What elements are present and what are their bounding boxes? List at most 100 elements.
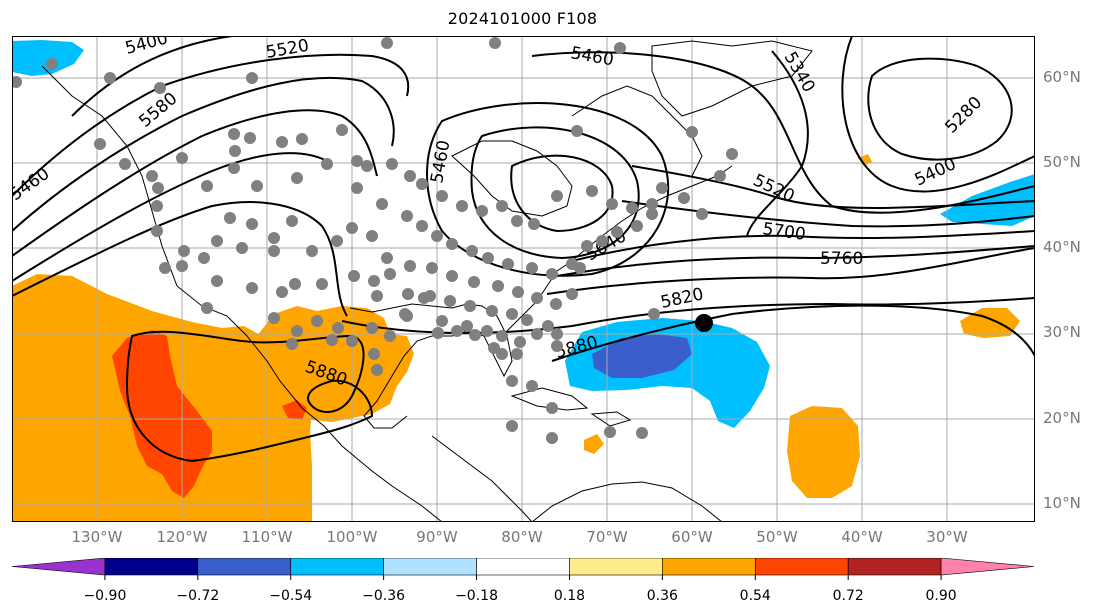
strong-negative-anomaly-atlantic	[592, 334, 692, 378]
colorbar-segment	[847, 558, 942, 576]
station-marker	[291, 172, 303, 184]
station-marker	[586, 185, 598, 197]
lat-label: 30°N	[1043, 323, 1081, 341]
station-marker	[306, 245, 318, 257]
station-marker	[446, 238, 458, 250]
station-marker	[201, 302, 213, 314]
station-marker	[229, 145, 241, 157]
colorbar-tick-label: 0.54	[740, 588, 771, 604]
station-marker	[431, 230, 443, 242]
contour-5880-atlantic	[551, 304, 1035, 362]
station-marker	[211, 235, 223, 247]
station-marker	[496, 200, 508, 212]
station-marker	[361, 160, 373, 172]
station-marker	[496, 348, 508, 360]
station-marker	[482, 252, 494, 264]
station-marker	[336, 124, 348, 136]
contour-5280	[867, 57, 1013, 161]
hispaniola	[590, 411, 632, 427]
lon-label: 50°W	[756, 528, 798, 546]
lon-label: 40°W	[841, 528, 883, 546]
station-marker	[531, 328, 543, 340]
station-marker	[581, 240, 593, 252]
contour-label: 5580	[135, 89, 181, 132]
station-marker	[151, 225, 163, 237]
colorbar-segment	[754, 558, 849, 576]
station-marker	[268, 312, 280, 324]
lon-label: 90°W	[416, 528, 458, 546]
station-marker	[686, 126, 698, 138]
station-marker	[611, 226, 623, 238]
colorbar-segment	[662, 558, 756, 576]
station-marker	[606, 198, 618, 210]
station-marker	[401, 310, 413, 322]
station-marker	[159, 262, 171, 274]
contour-5700-west	[12, 201, 348, 317]
station-marker	[646, 198, 658, 210]
station-marker	[469, 329, 481, 341]
station-marker	[696, 208, 708, 220]
cuba	[510, 387, 589, 411]
station-marker	[571, 125, 583, 137]
station-marker	[502, 258, 514, 270]
station-marker	[531, 292, 543, 304]
station-marker	[404, 170, 416, 182]
closed-low-outer	[426, 102, 670, 277]
station-marker	[466, 245, 478, 257]
station-marker	[176, 152, 188, 164]
contour-5400-east	[841, 36, 1035, 193]
lon-label: 130°W	[71, 528, 123, 546]
station-marker	[178, 245, 190, 257]
station-markers	[12, 37, 738, 444]
lon-label: 120°W	[156, 528, 208, 546]
colorbar-segment	[104, 558, 199, 576]
contour-label: 5760	[820, 249, 863, 269]
station-marker	[506, 308, 518, 320]
height-contours	[12, 36, 1035, 463]
station-marker	[546, 432, 558, 444]
station-marker	[416, 220, 428, 232]
north-america-west-coast	[41, 65, 443, 522]
station-marker	[286, 215, 298, 227]
station-marker	[346, 222, 358, 234]
station-marker	[268, 232, 280, 244]
colorbar: −0.90 −0.72 −0.54 −0.36 −0.18 0.18 0.36 0.54 0.7…	[11, 558, 1035, 604]
station-marker	[551, 190, 563, 202]
closed-low-middle	[470, 126, 640, 260]
contour-label: 5460	[12, 164, 53, 205]
station-marker	[368, 275, 380, 287]
station-marker	[321, 158, 333, 170]
station-marker	[276, 136, 288, 148]
station-marker	[316, 278, 328, 290]
station-marker	[366, 230, 378, 242]
lat-label: 40°N	[1043, 238, 1081, 256]
station-marker	[436, 315, 448, 327]
contour-label: 5460	[569, 43, 615, 70]
station-marker	[236, 242, 248, 254]
greenland	[651, 40, 813, 117]
station-marker	[432, 327, 444, 339]
lat-label: 50°N	[1043, 153, 1081, 171]
station-marker	[376, 198, 388, 210]
station-marker	[276, 286, 288, 298]
lat-label: 10°N	[1043, 494, 1081, 512]
colorbar-segments	[11, 558, 1035, 576]
colorbar-tick-label: −0.72	[176, 588, 219, 604]
station-marker	[291, 325, 303, 337]
station-marker	[512, 286, 524, 298]
station-marker	[678, 192, 690, 204]
station-marker	[464, 300, 476, 312]
station-marker	[526, 380, 538, 392]
station-marker	[326, 334, 338, 346]
colorbar-tick-label: −0.18	[455, 588, 498, 604]
station-marker	[154, 82, 166, 94]
south-america-north	[531, 481, 723, 522]
contour-5760	[546, 247, 1035, 295]
station-marker	[228, 128, 240, 140]
station-marker	[332, 322, 344, 334]
station-marker	[614, 42, 626, 54]
station-marker	[574, 262, 586, 274]
station-marker	[451, 325, 463, 337]
station-marker	[726, 148, 738, 160]
strong-positive-anomaly	[112, 330, 212, 498]
